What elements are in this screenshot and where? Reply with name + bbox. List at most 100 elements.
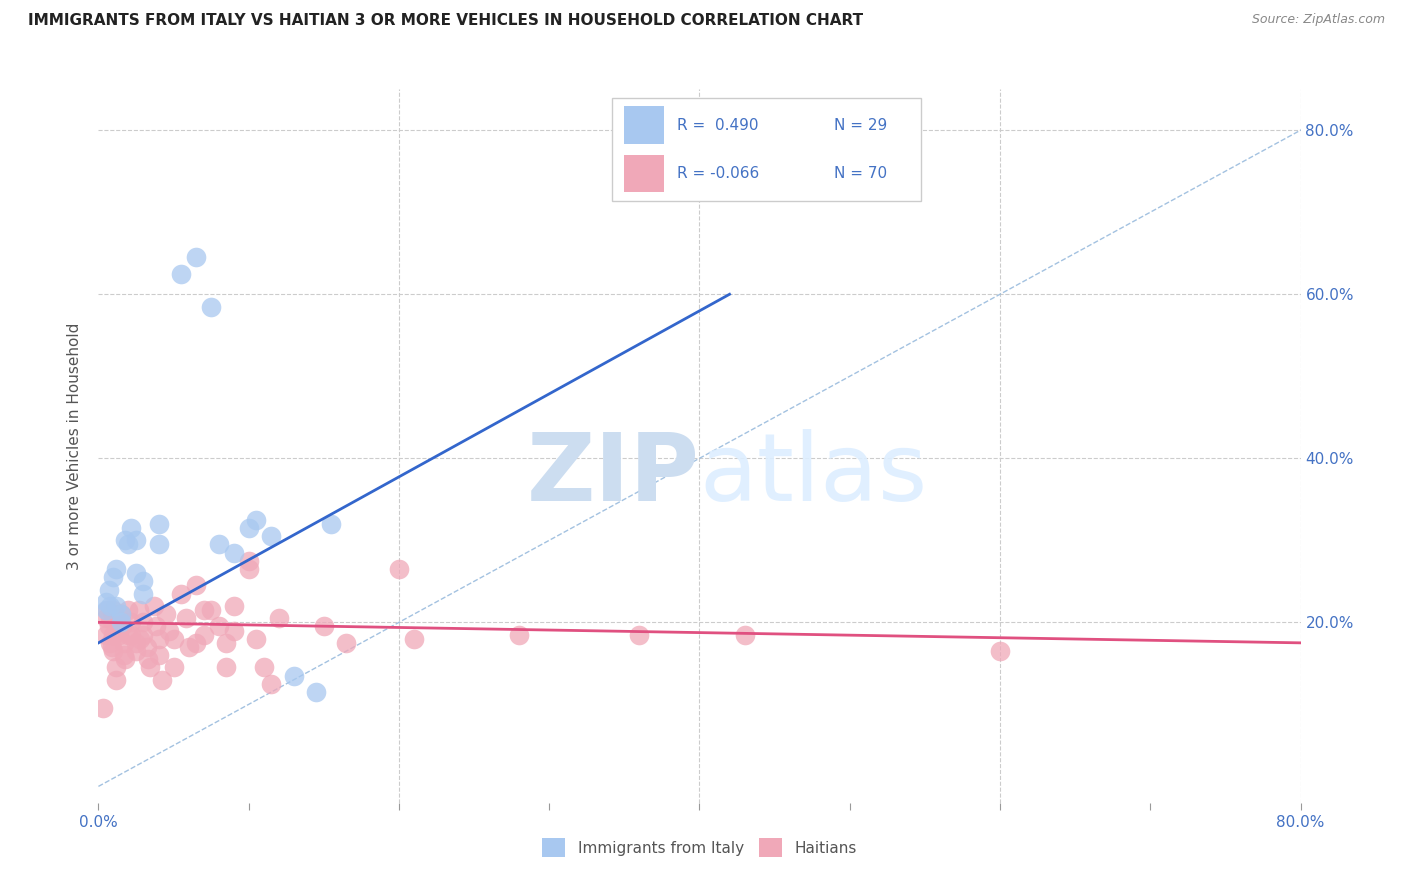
Point <box>94 611 117 625</box>
Point <box>148 516 170 531</box>
Point <box>97 619 120 633</box>
Point <box>105 562 128 576</box>
FancyBboxPatch shape <box>624 154 664 193</box>
Point <box>148 648 170 662</box>
Point <box>94 595 117 609</box>
Point <box>222 599 245 613</box>
Point <box>117 627 139 641</box>
Point <box>238 554 260 568</box>
Point <box>162 632 184 646</box>
Point <box>253 660 276 674</box>
Text: R =  0.490: R = 0.490 <box>676 118 758 133</box>
Point <box>129 632 152 646</box>
Point <box>157 624 180 638</box>
Point <box>128 603 150 617</box>
Point <box>110 615 132 630</box>
Point <box>97 582 120 597</box>
Point <box>245 513 267 527</box>
Point <box>105 673 128 687</box>
Point <box>508 627 530 641</box>
Point <box>103 603 125 617</box>
Point <box>121 627 143 641</box>
Point <box>200 300 222 314</box>
Point <box>132 615 155 630</box>
Point <box>238 521 260 535</box>
Point <box>117 537 139 551</box>
Point <box>135 640 157 654</box>
Point <box>110 607 132 622</box>
FancyBboxPatch shape <box>624 106 664 145</box>
Point <box>132 574 155 589</box>
Point <box>96 603 118 617</box>
Point <box>222 624 245 638</box>
Point <box>108 627 131 641</box>
Point <box>184 636 207 650</box>
Point <box>114 533 136 548</box>
Point <box>628 627 651 641</box>
Text: R = -0.066: R = -0.066 <box>676 166 759 181</box>
Point <box>132 627 155 641</box>
Point <box>200 603 222 617</box>
Point <box>148 537 170 551</box>
Point <box>125 636 148 650</box>
Point <box>155 607 177 622</box>
Point <box>388 562 411 576</box>
Point <box>170 587 193 601</box>
Point <box>105 660 128 674</box>
Point <box>267 611 290 625</box>
Point <box>143 599 166 613</box>
Point <box>121 521 143 535</box>
Point <box>321 516 343 531</box>
Point <box>112 648 135 662</box>
Point <box>174 611 197 625</box>
Text: N = 70: N = 70 <box>834 166 887 181</box>
Point <box>125 533 148 548</box>
Text: atlas: atlas <box>700 428 928 521</box>
Point <box>148 632 170 646</box>
Y-axis label: 3 or more Vehicles in Household: 3 or more Vehicles in Household <box>67 322 83 570</box>
Point <box>734 627 756 641</box>
Text: Source: ZipAtlas.com: Source: ZipAtlas.com <box>1251 13 1385 27</box>
Point <box>312 619 335 633</box>
Point <box>105 599 128 613</box>
Point <box>125 566 148 581</box>
Point <box>107 615 129 630</box>
Point <box>283 668 305 682</box>
Point <box>215 660 238 674</box>
Point <box>184 578 207 592</box>
Point <box>138 660 160 674</box>
FancyBboxPatch shape <box>612 98 921 201</box>
Point <box>100 599 122 613</box>
Text: ZIP: ZIP <box>527 428 700 521</box>
Point <box>215 636 238 650</box>
Point <box>305 685 328 699</box>
Point <box>238 562 260 576</box>
Point <box>103 607 125 622</box>
Point <box>988 644 1011 658</box>
Point <box>245 632 267 646</box>
Point <box>260 529 283 543</box>
Point <box>100 611 122 625</box>
Point <box>132 587 155 601</box>
Point <box>114 652 136 666</box>
Point <box>335 636 357 650</box>
Point <box>110 607 132 622</box>
Point <box>402 632 425 646</box>
Text: N = 29: N = 29 <box>834 118 887 133</box>
Point <box>260 677 283 691</box>
Point <box>184 251 207 265</box>
Point <box>136 652 159 666</box>
Point <box>208 619 231 633</box>
Point <box>150 673 173 687</box>
Point <box>208 537 231 551</box>
Point <box>112 636 135 650</box>
Point <box>170 267 193 281</box>
Point <box>177 640 200 654</box>
Point <box>193 603 215 617</box>
Legend: Immigrants from Italy, Haitians: Immigrants from Italy, Haitians <box>536 832 863 863</box>
Point <box>111 619 134 633</box>
Point <box>125 644 148 658</box>
Point <box>222 546 245 560</box>
Point <box>91 701 114 715</box>
Point <box>100 636 122 650</box>
